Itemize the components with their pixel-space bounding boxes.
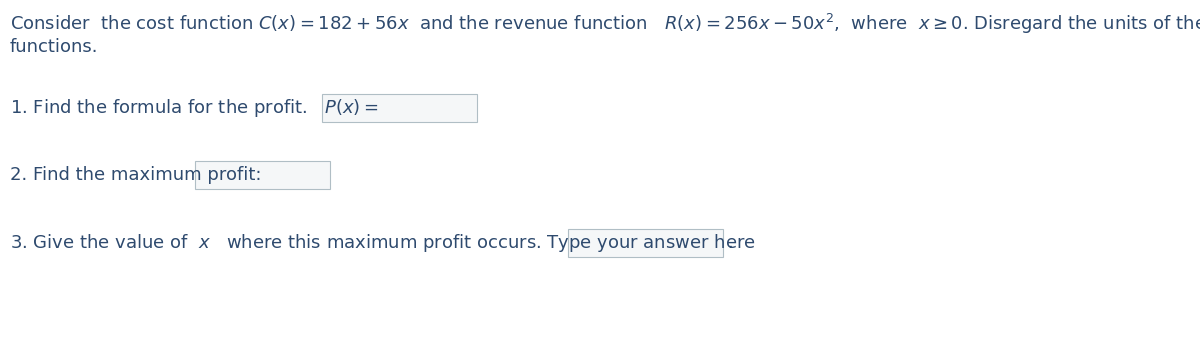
Text: .: .	[727, 234, 733, 252]
Text: 1. Find the formula for the profit.   $P(x)=$: 1. Find the formula for the profit. $P(x…	[10, 97, 378, 119]
Text: functions.: functions.	[10, 38, 98, 56]
Text: 2. Find the maximum profit:: 2. Find the maximum profit:	[10, 166, 262, 184]
Bar	[322, 94, 478, 122]
Text: Consider  the cost function $C(x) = 182 + 56x$  and the revenue function   $R(x): Consider the cost function $C(x) = 182 +…	[10, 12, 1200, 36]
Text: 3. Give the value of  $x$   where this maximum profit occurs. Type your answer h: 3. Give the value of $x$ where this maxi…	[10, 232, 756, 254]
Bar	[568, 229, 722, 257]
Bar	[194, 161, 330, 189]
